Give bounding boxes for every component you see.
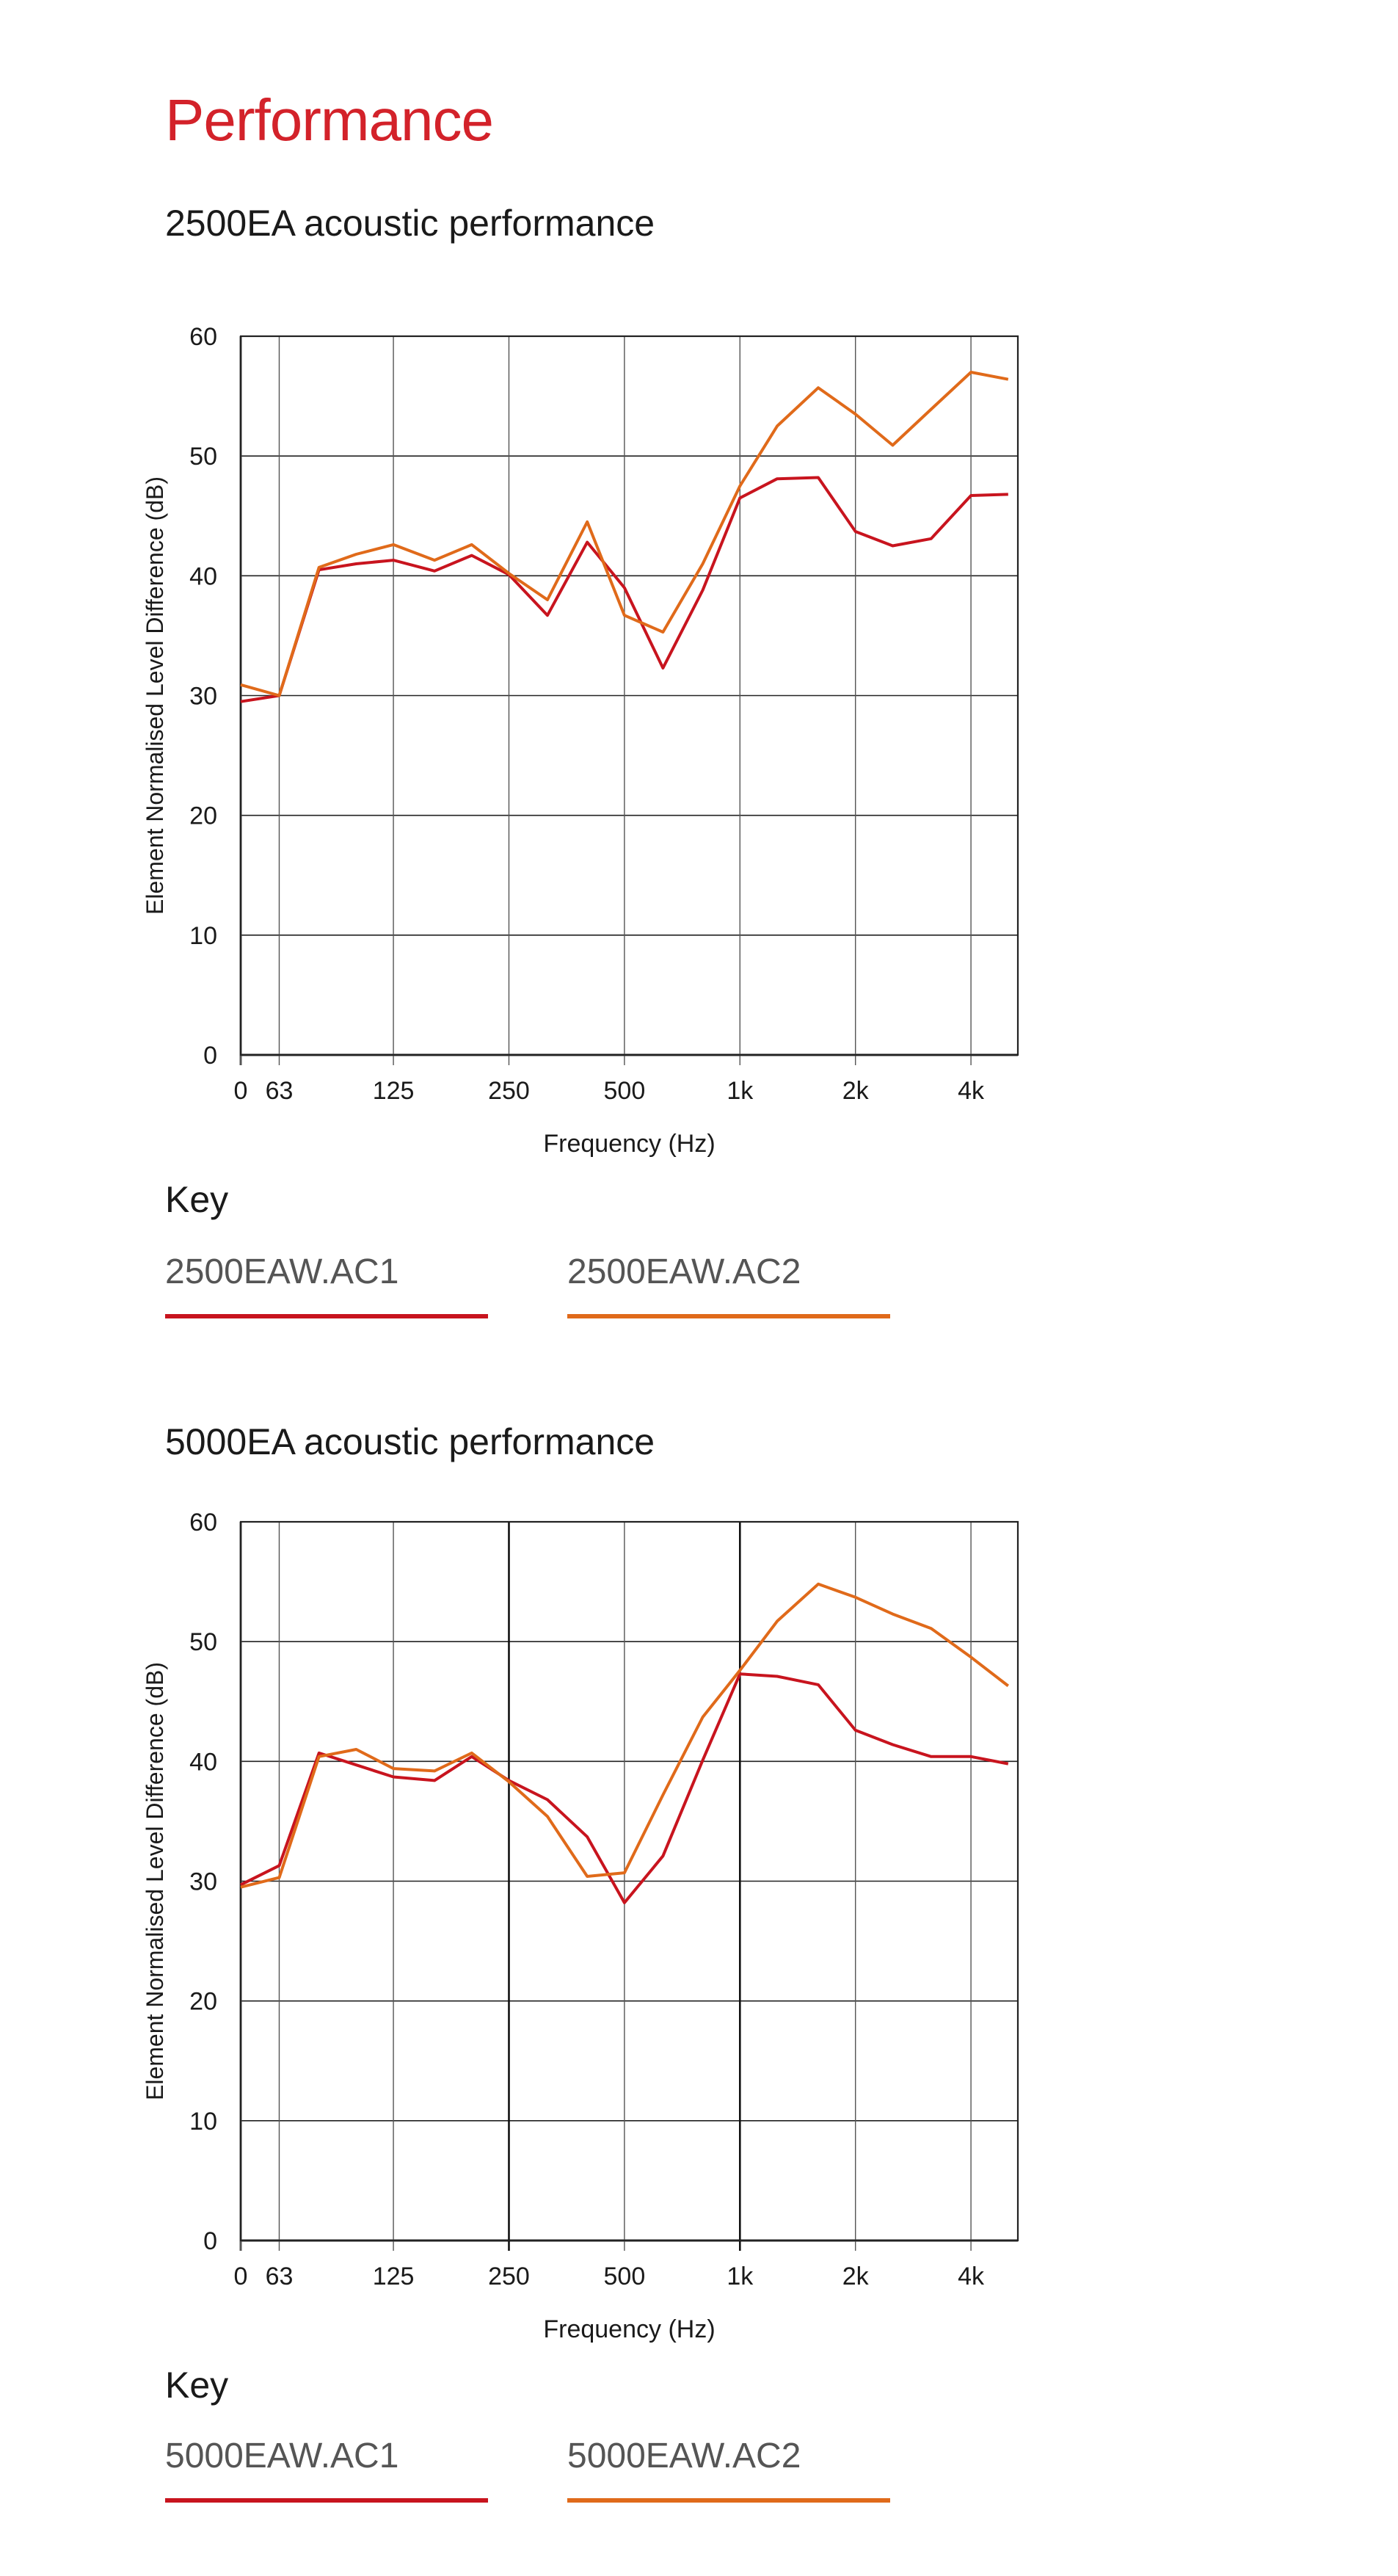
series-line-1 (240, 476, 1008, 703)
x-tick-label: 2k (842, 1077, 870, 1105)
chart-2-key-title: Key (165, 2365, 229, 2406)
y-tick-label: 40 (189, 562, 217, 590)
x-tick-label: 1k (727, 1077, 754, 1105)
page-title: Performance (165, 87, 494, 153)
y-tick-label: 30 (189, 1868, 217, 1896)
y-tick-label: 20 (189, 1988, 217, 2016)
x-tick-label: 500 (604, 2263, 646, 2290)
x-tick-label: 63 (266, 2263, 294, 2290)
chart-2: 0 10 20 30 40 50 60 0 63 125 250 500 1k 2k 4k Frequency… (110, 1494, 1064, 2360)
chart-2-legend-item-2: 5000EAW.AC2 (567, 2436, 890, 2503)
x-tick-label: 1k (727, 2263, 754, 2290)
y-tick-label: 0 (203, 1042, 217, 1070)
legend-swatch (165, 2498, 488, 2503)
series-line-2 (240, 371, 1009, 697)
chart-1-svg: 0 10 20 30 40 50 60 0 63 125 250 500 1k 2k 4k Frequency… (142, 323, 1019, 1158)
y-tick-label: 40 (189, 1748, 217, 1776)
y-axis-label: Element Normalised Level Difference (dB) (142, 1662, 168, 2100)
chart-2-title: 5000EA acoustic performance (165, 1421, 655, 1462)
y-tick-label: 50 (189, 1628, 217, 1656)
y-tick-label: 10 (189, 922, 217, 950)
legend-swatch (567, 1314, 890, 1318)
chart-2-legend-item-1: 5000EAW.AC1 (165, 2436, 488, 2503)
x-axis-label: Frequency (Hz) (543, 1130, 715, 1158)
legend-label: 2500EAW.AC1 (165, 1252, 399, 1291)
x-tick-label: 2k (842, 2263, 870, 2290)
x-tick-label: 500 (604, 1077, 646, 1105)
x-tick-label: 4k (958, 2263, 985, 2290)
plot-frame (239, 335, 1019, 1056)
chart-1: 0 10 20 30 40 50 60 0 63 125 250 500 1k 2k 4k Frequency… (110, 308, 1064, 1175)
legend-swatch (567, 2498, 890, 2503)
chart-2-svg: 0 10 20 30 40 50 60 0 63 125 250 500 1k 2k 4k Frequency… (142, 1509, 1019, 2343)
x-tick-label: 0 (234, 1077, 248, 1105)
x-tick-label: 4k (958, 1077, 985, 1105)
y-tick-label: 60 (189, 323, 217, 351)
series-line-2 (240, 1582, 1010, 1889)
plot-frame (239, 1520, 1019, 2242)
y-tick-label: 0 (203, 2227, 217, 2255)
chart-1-legend-item-1: 2500EAW.AC1 (165, 1252, 488, 1318)
x-tick-label: 63 (266, 1077, 294, 1105)
legend-swatch (165, 1314, 488, 1318)
y-axis-label: Element Normalised Level Difference (dB) (142, 476, 168, 915)
chart-1-title: 2500EA acoustic performance (165, 203, 655, 244)
chart-1-key-title: Key (165, 1179, 229, 1220)
legend-label: 2500EAW.AC2 (567, 1252, 801, 1291)
y-tick-label: 20 (189, 802, 217, 830)
x-axis-label: Frequency (Hz) (543, 2315, 715, 2343)
x-tick-label: 125 (373, 1077, 415, 1105)
x-tick-label: 250 (488, 1077, 530, 1105)
legend-label: 5000EAW.AC2 (567, 2437, 801, 2475)
chart-1-legend-item-2: 2500EAW.AC2 (567, 1252, 890, 1318)
x-tick-label: 125 (373, 2263, 415, 2290)
legend-label: 5000EAW.AC1 (165, 2437, 399, 2475)
y-tick-label: 60 (189, 1509, 217, 1536)
y-tick-label: 50 (189, 443, 217, 471)
x-tick-label: 250 (488, 2263, 530, 2290)
y-tick-label: 30 (189, 683, 217, 711)
series-line-1 (240, 1672, 1009, 1904)
y-tick-label: 10 (189, 2108, 217, 2136)
x-tick-label: 0 (234, 2263, 248, 2290)
